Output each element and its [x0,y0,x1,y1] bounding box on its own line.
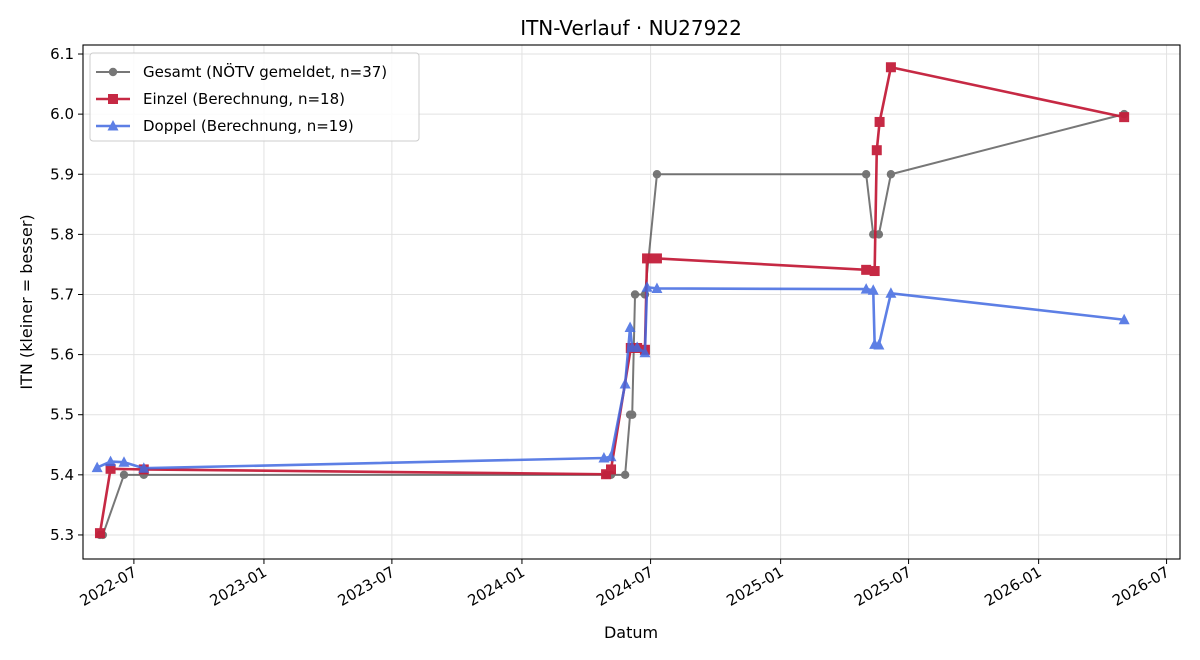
data-point [885,287,897,298]
x-tick-label: 2026-07 [1109,563,1172,610]
data-point [620,470,630,480]
series-lines [91,62,1130,540]
legend-marker [108,94,118,104]
data-point [119,470,129,480]
x-tick-label: 2025-07 [851,563,914,610]
legend: Gesamt (NÖTV gemeldet, n=37) Einzel (Bere… [89,52,420,142]
legend-marker [107,120,119,131]
x-tick-label: 2024-07 [593,563,656,610]
x-tick-label: 2023-01 [207,563,270,610]
series-3 [91,281,1130,473]
x-tick-label: 2022-07 [77,563,140,610]
data-point [641,281,653,292]
data-point [861,264,872,275]
data-point [631,341,643,352]
data-point [628,410,637,419]
legend-box [89,52,420,142]
data-point [867,284,879,295]
y-tick-label: 5.4 [50,466,74,484]
data-point [639,346,651,358]
data-point [605,450,617,462]
x-axis: 2022-07 2023-01 2023-07 2024-01 2024-07 2025-… [77,559,1173,610]
x-tick-label: 2023-07 [335,563,398,610]
legend-label: Einzel (Berechnung, n=18) [143,90,345,108]
legend-label: Doppel (Berechnung, n=19) [143,117,354,135]
legend-marker [108,67,118,77]
plot-frame [82,44,1181,560]
data-point [630,290,640,299]
legend-entry [96,67,130,77]
data-point [94,528,105,539]
data-point [886,170,896,179]
data-point [651,282,663,293]
data-point [885,62,896,73]
data-point [624,321,636,333]
y-tick-label: 5.8 [50,225,74,243]
x-tick-label: 2025-01 [723,563,786,610]
x-axis-label: Datum [604,623,658,642]
data-point [105,463,116,474]
data-point [138,462,150,473]
data-point [118,456,130,467]
y-axis: 5.3 5.4 5.5 5.6 5.7 5.8 5.9 6.0 6.1 [50,45,83,544]
chart-title: ITN-Verlauf · NU27922 [520,16,742,40]
data-point [1118,313,1130,325]
data-point [860,283,872,294]
y-tick-label: 6.1 [50,45,74,63]
data-point [869,266,880,277]
legend-entry [96,120,130,131]
x-tick-label: 2024-01 [465,563,528,610]
y-axis-label: ITN (kleiner = besser) [17,214,36,389]
data-point [91,461,103,473]
data-point [105,455,117,467]
data-point [606,464,617,475]
y-tick-label: 5.7 [50,285,74,303]
y-tick-label: 5.3 [50,526,74,544]
y-tick-label: 5.5 [50,406,74,424]
data-point [652,170,662,179]
data-point [874,116,885,127]
data-point [1119,112,1130,123]
data-point [861,170,871,179]
legend-label: Gesamt (NÖTV gemeldet, n=37) [143,62,387,81]
series-line [96,285,1125,470]
y-tick-label: 5.9 [50,165,74,183]
data-point [873,338,885,350]
y-tick-label: 6.0 [50,105,74,123]
legend-entry [96,94,130,104]
data-point [642,253,653,264]
data-point [874,230,884,239]
y-tick-label: 5.6 [50,346,74,364]
x-tick-label: 2026-01 [981,563,1044,610]
data-point [619,378,631,389]
data-point [871,145,882,156]
data-point [651,253,662,264]
